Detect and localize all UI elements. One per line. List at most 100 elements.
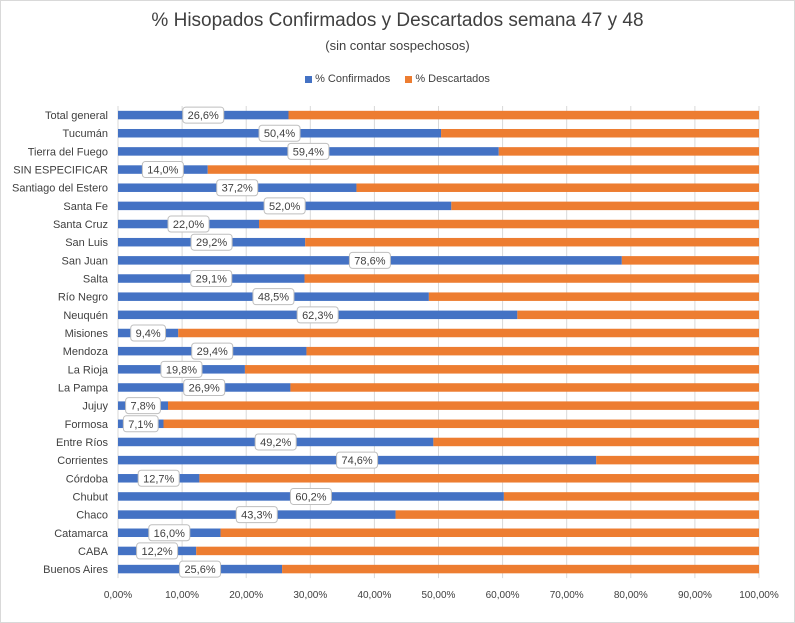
data-label-text: 43,3% (241, 510, 272, 522)
data-label: 74,6% (336, 451, 379, 469)
category-label: Santa Cruz (53, 219, 108, 231)
data-label: 22,0% (167, 215, 210, 233)
data-label-box (190, 233, 233, 251)
data-label-text: 25,6% (184, 564, 215, 576)
data-label-text: 37,2% (222, 183, 253, 195)
legend-swatch-confirmados (305, 75, 313, 83)
data-label-text: 78,6% (354, 255, 385, 267)
data-label: 50,4% (258, 124, 301, 142)
x-tick-label: 0,00% (104, 590, 132, 601)
bar-descartados (178, 328, 759, 338)
x-tick-label: 30,00% (293, 590, 327, 601)
bar-descartados (621, 256, 759, 265)
category-label: La Rioja (68, 364, 109, 376)
data-label-text: 29,4% (197, 346, 228, 358)
data-label: 14,0% (141, 161, 184, 179)
x-tick-label: 40,00% (357, 590, 391, 601)
data-label: 37,2% (216, 179, 259, 197)
data-label-text: 12,2% (141, 546, 172, 558)
category-label: Río Negro (58, 292, 108, 304)
data-label-box (263, 197, 306, 215)
data-labels: 26,6% 50,4% 59,4% 14,0% 37,2% 52,0% 22,0% 29,2%… (122, 106, 391, 578)
data-label: 43,3% (235, 506, 278, 524)
bar-descartados (517, 310, 759, 320)
bar-descartados (306, 346, 759, 356)
x-tick-label: 90,00% (678, 590, 712, 601)
x-tick-label: 80,00% (614, 590, 648, 601)
data-label: 12,7% (137, 469, 180, 487)
data-label: 7,1% (122, 415, 159, 433)
data-label-text: 50,4% (264, 128, 295, 140)
data-label: 62,3% (296, 306, 339, 324)
data-label-box (148, 524, 191, 542)
data-label-text: 59,4% (293, 146, 324, 158)
category-label: Corrientes (57, 455, 108, 467)
x-axis-ticks: 0,00% 10,00% 20,00% 30,00% 40,00% 50,00% 60,00… (104, 590, 779, 601)
data-label-text: 7,8% (130, 401, 155, 413)
data-label-box (137, 469, 180, 487)
bar-descartados (288, 110, 759, 120)
category-label: Chaco (76, 510, 108, 522)
legend-label-confirmados: % Confirmados (315, 73, 391, 85)
data-label-box (296, 306, 339, 324)
data-label-text: 7,1% (128, 419, 153, 431)
category-label: Santa Fe (63, 201, 108, 213)
category-label: Neuquén (63, 310, 108, 322)
category-label: Tucumán (63, 128, 108, 140)
x-tick-label: 50,00% (422, 590, 456, 601)
data-label-text: 29,1% (196, 274, 227, 286)
data-label-text: 16,0% (154, 528, 185, 540)
data-label-box (167, 215, 210, 233)
category-label: Misiones (65, 328, 109, 340)
category-label: Total general (45, 110, 108, 122)
data-label: 12,2% (136, 542, 179, 560)
data-label-box (125, 397, 161, 415)
legend-label-descartados: % Descartados (415, 73, 490, 85)
data-label-box (348, 251, 391, 269)
data-label-box (122, 415, 159, 433)
x-tick-label: 100,00% (739, 590, 779, 601)
bar-descartados (196, 546, 759, 556)
data-label-text: 14,0% (147, 165, 178, 177)
data-label-box (336, 451, 379, 469)
data-label-box (191, 342, 234, 360)
data-label-box (160, 360, 203, 378)
bar-descartados (395, 510, 759, 519)
data-label-box (183, 378, 226, 396)
bar-descartados (451, 201, 759, 211)
category-label: Buenos Aires (43, 564, 108, 576)
category-label: Catamarca (54, 528, 109, 540)
x-tick-label: 20,00% (229, 590, 263, 601)
data-label-text: 60,2% (295, 491, 326, 503)
data-label-box (235, 506, 278, 524)
bar-descartados (207, 165, 760, 174)
category-label: Mendoza (63, 346, 109, 358)
bar-descartados (220, 528, 759, 538)
gridlines (117, 106, 760, 579)
data-label-box (289, 487, 332, 505)
data-label-text: 19,8% (166, 364, 197, 376)
data-label-box (252, 288, 295, 306)
x-tick-label: 60,00% (486, 590, 520, 601)
bar-descartados (163, 419, 760, 429)
category-label: Córdoba (66, 473, 109, 485)
data-label: 7,8% (125, 397, 161, 415)
data-label-text: 52,0% (269, 201, 300, 213)
data-label: 60,2% (289, 487, 332, 505)
data-label: 29,4% (191, 342, 234, 360)
category-label: San Juan (62, 255, 108, 267)
data-label: 49,2% (254, 433, 297, 451)
data-label-box (287, 142, 330, 160)
data-label-text: 49,2% (260, 437, 291, 449)
data-label: 29,2% (190, 233, 233, 251)
data-label-box (136, 542, 179, 560)
x-tick-label: 70,00% (550, 590, 584, 601)
data-label-box (258, 124, 301, 142)
bar-descartados (290, 383, 759, 392)
x-tick-label: 10,00% (165, 590, 199, 601)
category-label: Jujuy (82, 401, 108, 413)
data-label: 25,6% (179, 560, 222, 578)
category-label: Santiago del Estero (12, 183, 108, 195)
category-label: San Luis (65, 237, 108, 249)
